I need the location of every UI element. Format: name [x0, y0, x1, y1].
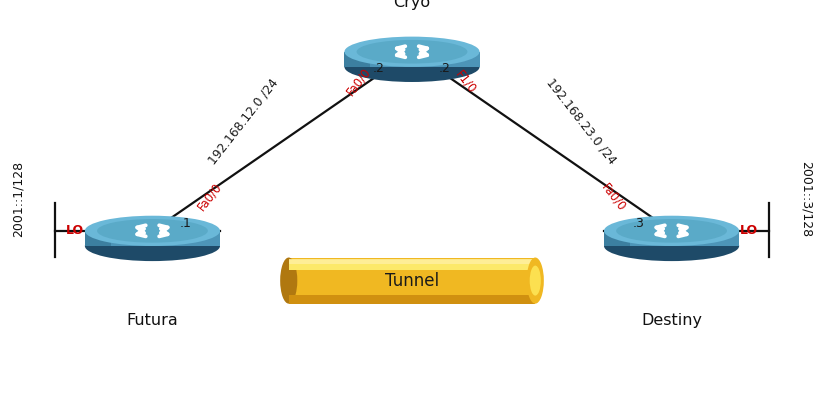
Text: Fa0/0: Fa0/0 [344, 65, 373, 98]
Ellipse shape [527, 258, 544, 304]
Bar [344, 52, 370, 67]
Text: 2001::1/128: 2001::1/128 [12, 161, 25, 237]
Text: Destiny: Destiny [641, 313, 702, 328]
Ellipse shape [604, 231, 739, 261]
Bar [288, 258, 536, 304]
Ellipse shape [357, 40, 467, 64]
Bar [604, 231, 630, 246]
Text: .1: .1 [180, 217, 191, 230]
Text: LO: LO [66, 224, 84, 237]
Ellipse shape [344, 52, 480, 82]
Ellipse shape [604, 216, 739, 246]
Text: 192.168.12.0 /24: 192.168.12.0 /24 [206, 76, 280, 167]
Bar [288, 259, 536, 264]
Bar [85, 231, 220, 246]
Bar [85, 231, 110, 246]
Ellipse shape [97, 219, 208, 243]
Text: 192.168.23.0 /24: 192.168.23.0 /24 [544, 76, 618, 167]
Text: Futura: Futura [127, 313, 178, 328]
Ellipse shape [85, 231, 220, 261]
Ellipse shape [280, 258, 297, 304]
Text: Cryo: Cryo [393, 0, 431, 10]
Text: Tunnel: Tunnel [385, 271, 439, 290]
Text: F1/0: F1/0 [452, 68, 479, 96]
Text: .2: .2 [373, 62, 385, 75]
Bar [604, 231, 739, 246]
Ellipse shape [344, 37, 480, 67]
Bar [344, 52, 480, 67]
Bar [288, 295, 536, 304]
Text: LO: LO [740, 224, 758, 237]
Bar [288, 260, 536, 270]
Text: .3: .3 [633, 217, 644, 230]
Ellipse shape [530, 265, 541, 296]
Text: Fa0/0: Fa0/0 [599, 181, 629, 213]
Text: 2001::3/128: 2001::3/128 [799, 161, 812, 237]
Text: .2: .2 [439, 62, 451, 75]
Ellipse shape [616, 219, 727, 243]
Ellipse shape [85, 216, 220, 246]
Text: Fa0/0: Fa0/0 [195, 181, 225, 213]
